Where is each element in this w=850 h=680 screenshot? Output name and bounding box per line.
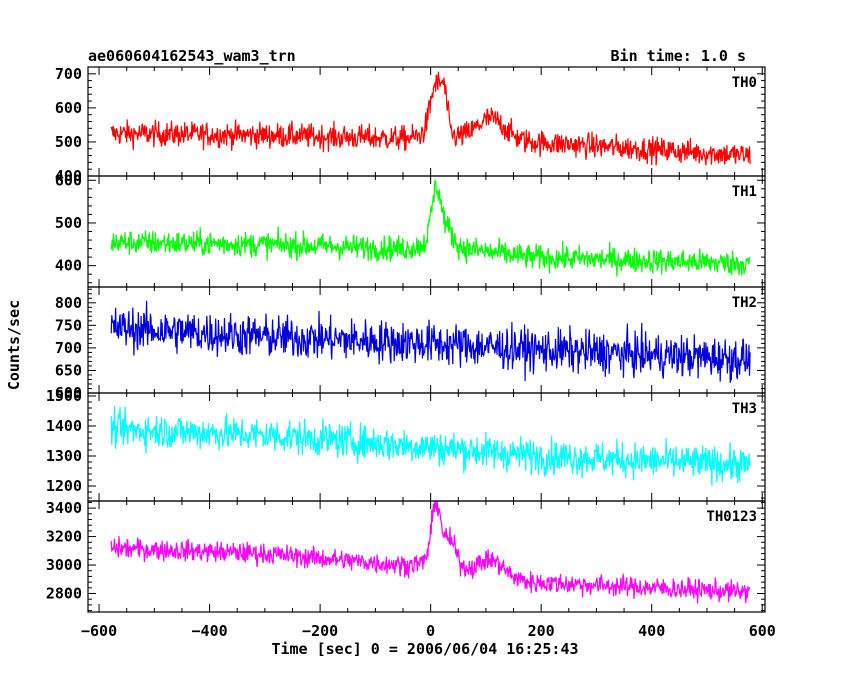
panel-th1: 400 500 600 TH1	[55, 171, 766, 288]
x-tick-label: 400	[638, 622, 665, 640]
panel-th2: 600 650 700 750 800 TH2	[55, 286, 766, 402]
panel-label: TH3	[732, 401, 757, 417]
y-tick-label: 800	[55, 294, 82, 312]
series-th2	[110, 300, 751, 383]
x-tick-label: 0	[426, 622, 435, 640]
y-tick-label: 1400	[46, 417, 82, 435]
panel-frame	[87, 500, 766, 613]
y-tick-label: 2800	[46, 585, 82, 603]
y-tick-label: 500	[55, 214, 82, 232]
y-tick-label: 700	[55, 65, 82, 83]
series-th0123	[110, 501, 751, 604]
panel-frame	[87, 175, 766, 288]
y-tick-label: 400	[55, 257, 82, 275]
panel-label: TH0	[732, 75, 757, 91]
y-tick-label: 3000	[46, 556, 82, 574]
y-tick-label: 1200	[46, 477, 82, 495]
x-tick-label: 600	[749, 622, 776, 640]
y-tick-label: 1500	[46, 387, 82, 405]
series-th3	[110, 405, 751, 486]
x-tick-label: −200	[302, 622, 338, 640]
y-tick-label: 3400	[46, 499, 82, 517]
y-tick-label: 700	[55, 339, 82, 357]
panel-th0123: 2800 3000 3200 3400 TH0123	[46, 499, 766, 613]
series-th1	[110, 179, 751, 277]
y-tick-label: 3200	[46, 528, 82, 546]
series-th0	[110, 71, 751, 166]
x-tick-label: 200	[528, 622, 555, 640]
bin-time-label: Bin time: 1.0 s	[611, 47, 746, 65]
x-tick-label: −600	[81, 622, 117, 640]
y-tick-label: 600	[55, 171, 82, 189]
panel-label: TH2	[732, 295, 757, 311]
y-tick-label: 600	[55, 384, 82, 402]
panel-label: TH0123	[706, 509, 757, 525]
y-tick-label: 650	[55, 361, 82, 379]
panel-th0: 400 500 600 700 TH0	[55, 65, 766, 185]
y-tick-label: 600	[55, 99, 82, 117]
y-axis-label: Counts/sec	[5, 300, 23, 390]
x-tick-label: −400	[192, 622, 228, 640]
x-axis-label: Time [sec] 0 = 2006/06/04 16:25:43	[271, 640, 578, 658]
y-tick-label: 1300	[46, 447, 82, 465]
y-tick-label: 500	[55, 133, 82, 151]
panel-th3: 1200 1300 1400 1500 TH3	[46, 387, 766, 502]
panels-group: 400 500 600 700 TH0 400 500 600 TH1 600 650 700 750 8…	[46, 65, 776, 640]
panel-label: TH1	[732, 184, 757, 200]
y-tick-label: 400	[55, 167, 82, 185]
chart-title: ae060604162543_wam3_trn	[88, 47, 296, 65]
y-tick-label: 750	[55, 316, 82, 334]
